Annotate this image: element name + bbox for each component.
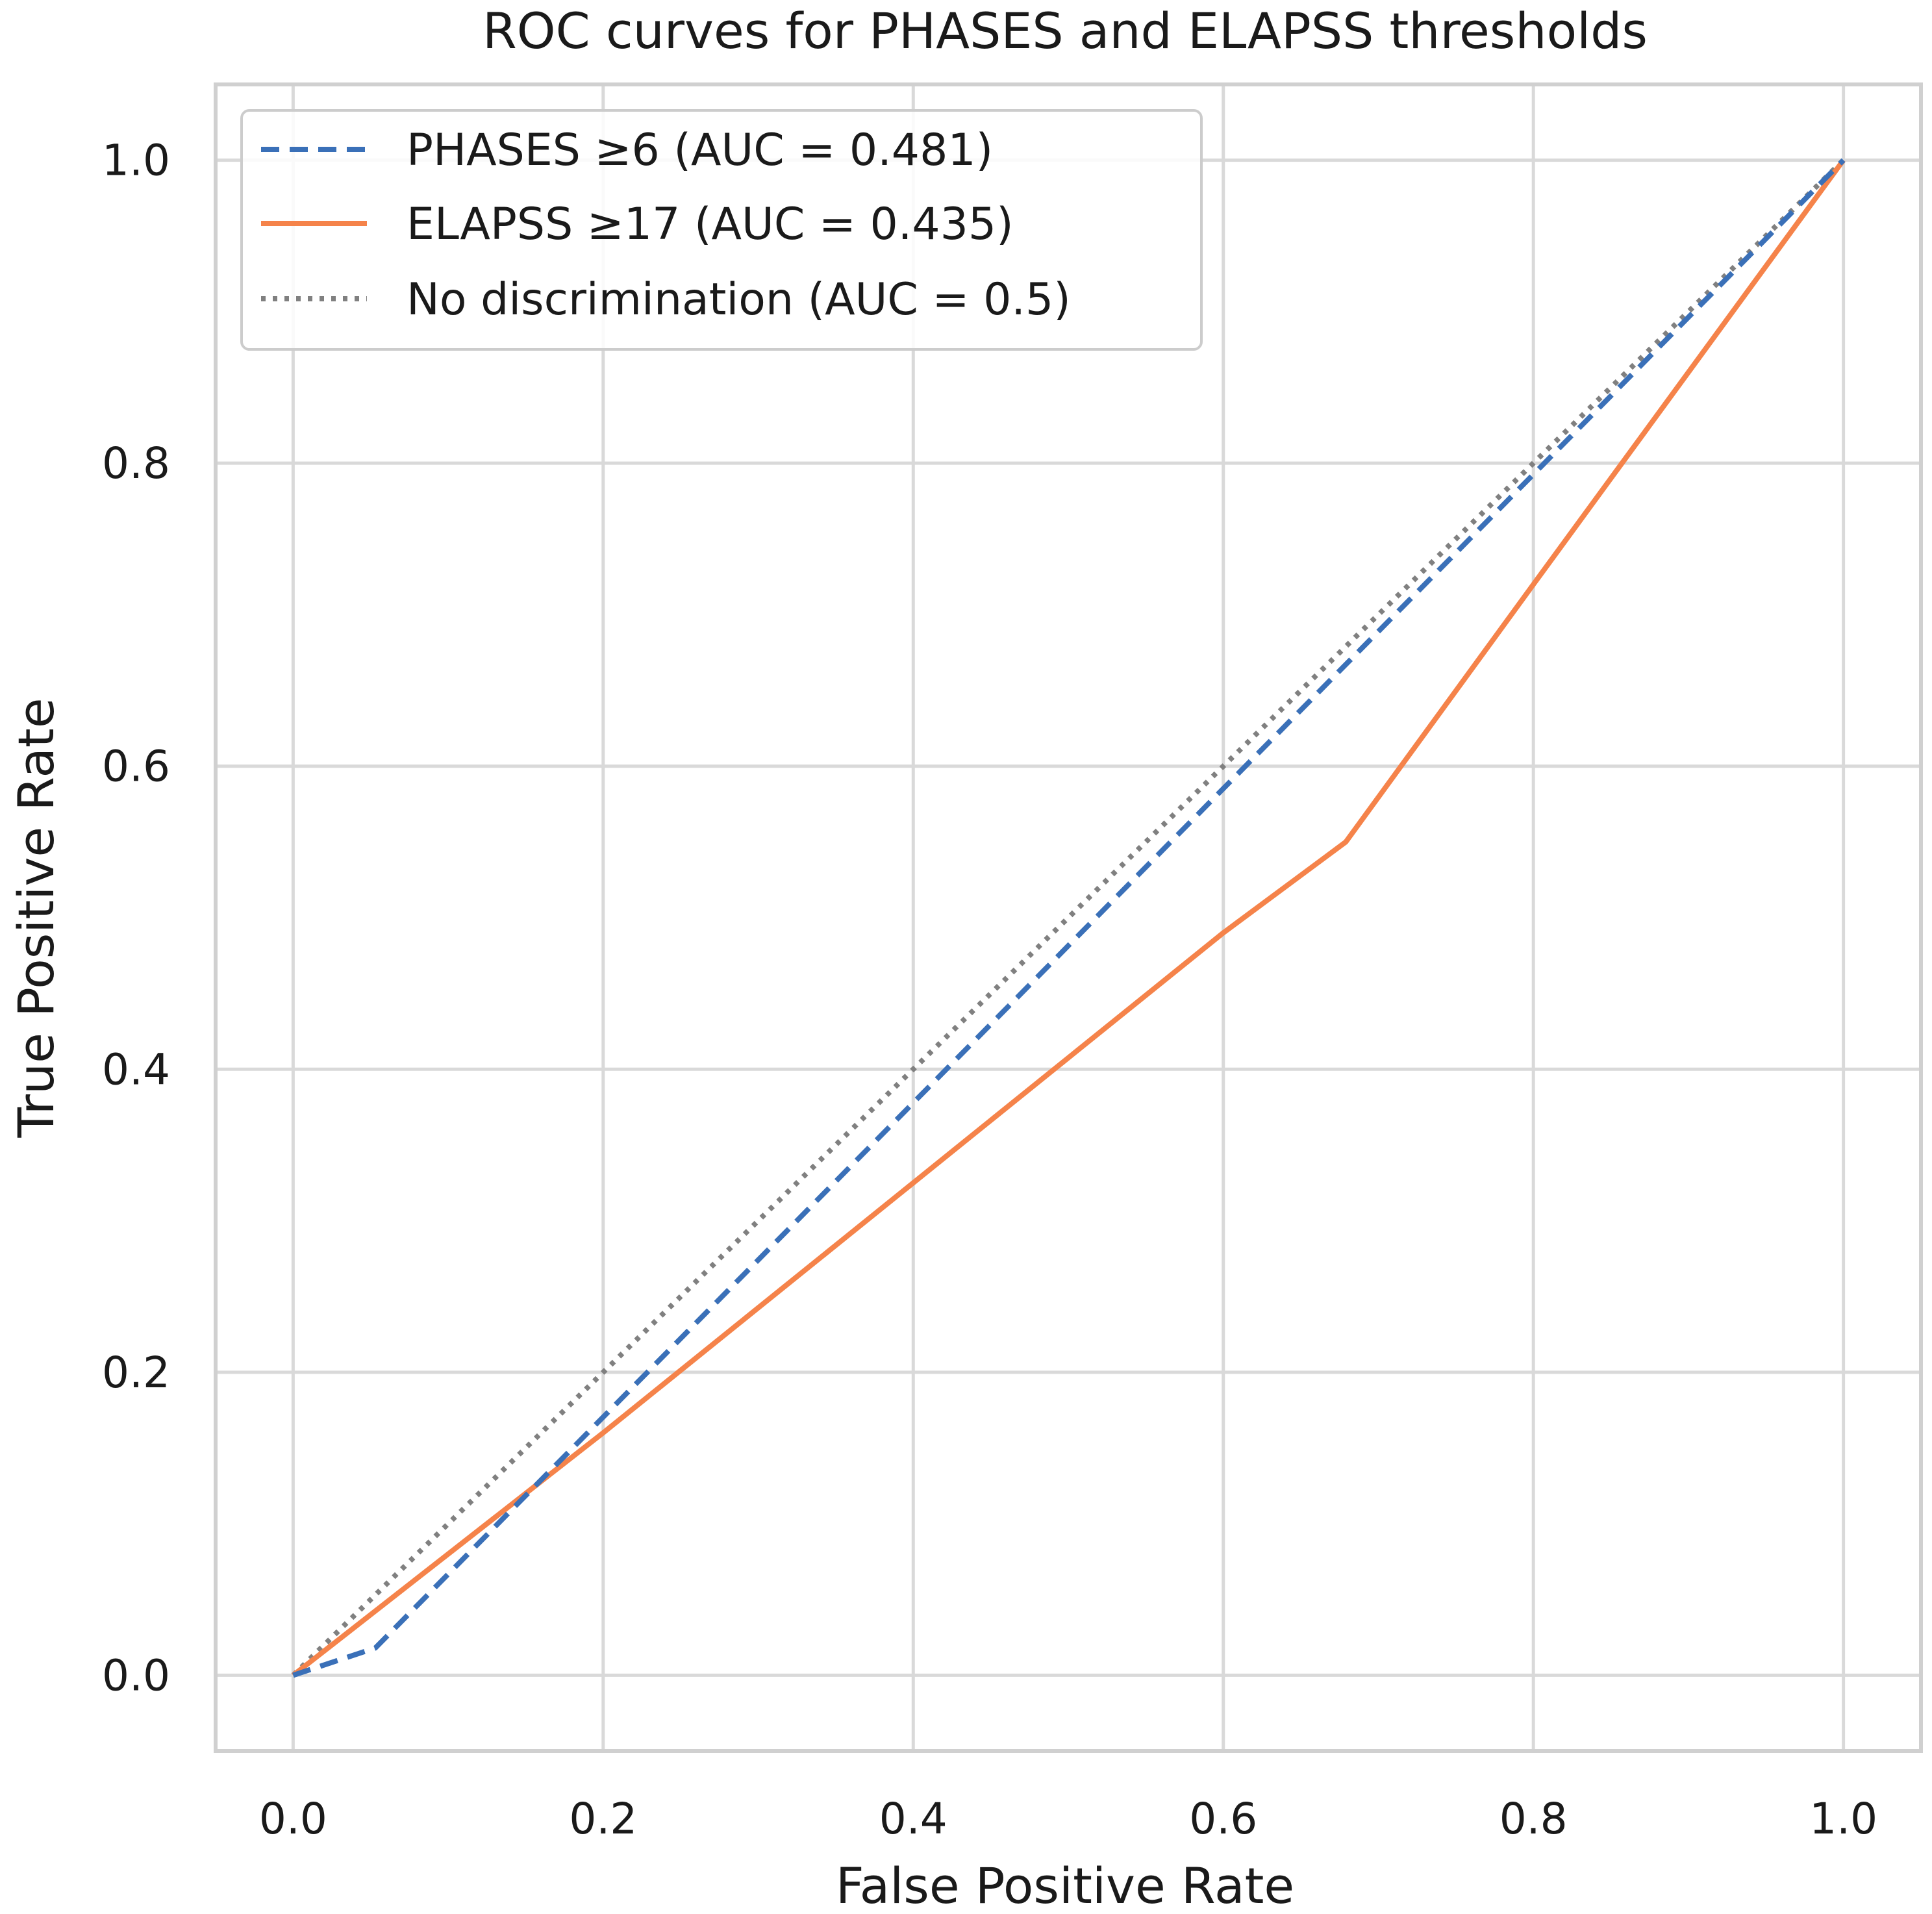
legend-box xyxy=(240,109,1203,351)
legend-entries: PHASES ≥6 (AUC = 0.481) ELAPSS ≥17 (AUC =… xyxy=(261,125,1071,325)
x-tick-label: 0.4 xyxy=(879,1794,947,1844)
y-tick-label: 0.4 xyxy=(102,1044,170,1094)
series-lines xyxy=(291,158,1846,1678)
series-line-elapss xyxy=(291,158,1846,1678)
legend-label: PHASES ≥6 (AUC = 0.481) xyxy=(407,125,993,176)
y-tick-label: 0.8 xyxy=(102,438,170,488)
y-tick-label: 0.2 xyxy=(102,1348,170,1398)
x-tick-label: 0.2 xyxy=(569,1794,637,1844)
series-line-no-discrimination xyxy=(291,158,1846,1678)
x-tick-labels: 0.0 0.2 0.4 0.6 0.8 1.0 xyxy=(259,1794,1877,1844)
x-tick-label: 0.0 xyxy=(259,1794,327,1844)
legend-label: No discrimination (AUC = 0.5) xyxy=(407,274,1071,325)
x-axis-label: False Positive Rate xyxy=(836,1857,1294,1914)
plot-frame xyxy=(214,82,1923,1753)
y-tick-label: 0.0 xyxy=(102,1650,170,1700)
legend: PHASES ≥6 (AUC = 0.481) ELAPSS ≥17 (AUC =… xyxy=(240,109,1203,351)
chart-title: ROC curves for PHASES and ELAPSS thresho… xyxy=(483,2,1648,60)
x-tick-label: 0.6 xyxy=(1189,1794,1257,1844)
x-tick-label: 0.8 xyxy=(1499,1794,1568,1844)
y-tick-labels: 0.0 0.2 0.4 0.6 0.8 1.0 xyxy=(102,136,170,1701)
y-tick-label: 1.0 xyxy=(102,136,170,186)
series-line-phases xyxy=(292,158,1846,1678)
legend-label: ELAPSS ≥17 (AUC = 0.435) xyxy=(407,199,1014,250)
y-tick-label: 0.6 xyxy=(102,742,170,792)
x-tick-label: 1.0 xyxy=(1809,1794,1877,1844)
y-axis-label: True Positive Rate xyxy=(7,698,65,1139)
